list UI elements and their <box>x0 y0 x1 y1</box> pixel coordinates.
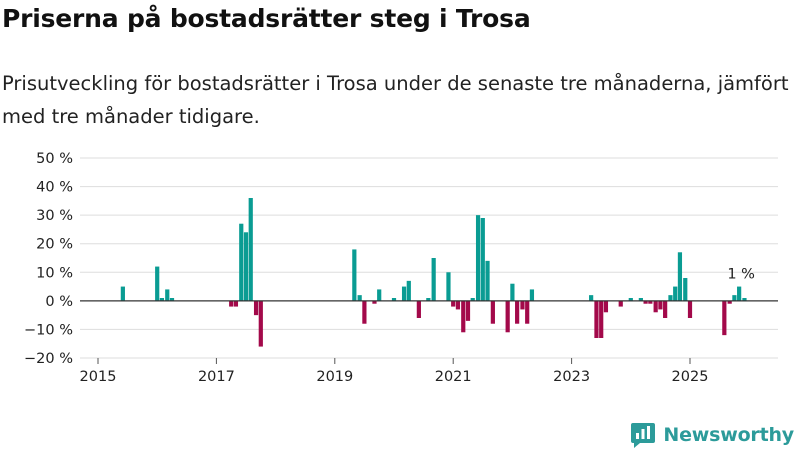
y-tick-label: 50 % <box>36 151 73 167</box>
bar <box>465 300 471 321</box>
bar <box>169 298 175 301</box>
data-label-latest: 1 % <box>727 267 755 283</box>
bar <box>485 260 490 301</box>
y-tick-label: −10 % <box>24 322 73 338</box>
bar <box>677 252 683 301</box>
bar <box>658 300 663 310</box>
bar <box>480 218 485 301</box>
bar <box>599 300 604 338</box>
bar <box>490 300 495 324</box>
bar <box>426 298 431 301</box>
bar <box>683 278 688 301</box>
newsworthy-logo-text: Newsworthy <box>663 424 794 446</box>
bar <box>391 298 397 301</box>
bar <box>742 298 747 301</box>
chart-title: Priserna på bostadsrätter steg i Trosa <box>2 4 531 33</box>
bar <box>589 295 594 301</box>
bar <box>515 300 520 324</box>
x-tick-label: 2019 <box>316 369 353 385</box>
bar <box>446 272 451 301</box>
bar <box>727 300 732 304</box>
bar <box>594 300 599 338</box>
bar <box>525 300 530 324</box>
bar <box>406 280 411 301</box>
bar <box>248 198 253 301</box>
bar <box>505 300 510 333</box>
bar <box>253 300 259 316</box>
bar <box>628 298 633 301</box>
gridlines <box>80 157 778 359</box>
bar <box>372 300 377 304</box>
bar <box>603 300 609 313</box>
x-tick-label: 2021 <box>435 369 472 385</box>
bar <box>165 289 170 301</box>
bar <box>233 300 239 307</box>
bar <box>638 298 643 301</box>
bar <box>461 300 466 333</box>
y-tick-label: 10 % <box>36 265 73 281</box>
bar <box>159 298 165 301</box>
bar <box>120 286 125 301</box>
bar <box>243 232 249 301</box>
bar <box>416 300 421 318</box>
y-tick-label: 0 % <box>45 294 73 310</box>
bar <box>687 300 693 318</box>
bar <box>470 298 475 301</box>
bar <box>732 295 737 301</box>
bar <box>618 300 623 307</box>
x-tick-label: 2017 <box>198 369 235 385</box>
bar <box>455 300 461 310</box>
bar <box>648 300 653 304</box>
bar <box>520 300 525 310</box>
bar <box>155 266 160 301</box>
y-tick-label: 30 % <box>36 208 73 224</box>
bar <box>529 289 535 301</box>
bar <box>475 215 481 301</box>
x-tick-label: 2025 <box>672 369 709 385</box>
bar <box>510 283 515 301</box>
x-axis-ticks: 2015 2017 2019 2021 2023 2025 <box>80 358 709 385</box>
y-tick-label: 40 % <box>36 180 73 196</box>
bar <box>229 300 234 307</box>
bar <box>668 295 673 301</box>
x-tick-label: 2023 <box>553 369 590 385</box>
bar <box>431 258 436 301</box>
y-axis-ticks: −20 % −10 % 0 % 10 % 20 % 30 % 40 % 50 % <box>24 151 73 367</box>
y-tick-label: −20 % <box>24 351 73 367</box>
bar <box>239 223 244 301</box>
bar <box>362 300 367 324</box>
y-tick-label: 20 % <box>36 237 73 253</box>
newsworthy-logo[interactable]: Newsworthy <box>630 421 794 449</box>
bar <box>377 289 382 301</box>
newsworthy-logo-icon <box>631 423 656 448</box>
bar <box>722 300 727 336</box>
bar <box>401 286 407 301</box>
bar <box>737 286 742 301</box>
bar <box>258 300 263 347</box>
bar <box>643 300 648 304</box>
chart-subtitle: Prisutveckling för bostadsrätter i Trosa… <box>2 72 789 128</box>
bar <box>451 300 456 307</box>
x-tick-label: 2015 <box>80 369 117 385</box>
bar <box>673 286 678 301</box>
bar <box>352 249 357 301</box>
bars <box>120 198 747 347</box>
bar <box>663 300 668 318</box>
bar <box>357 295 362 301</box>
bar <box>653 300 658 313</box>
